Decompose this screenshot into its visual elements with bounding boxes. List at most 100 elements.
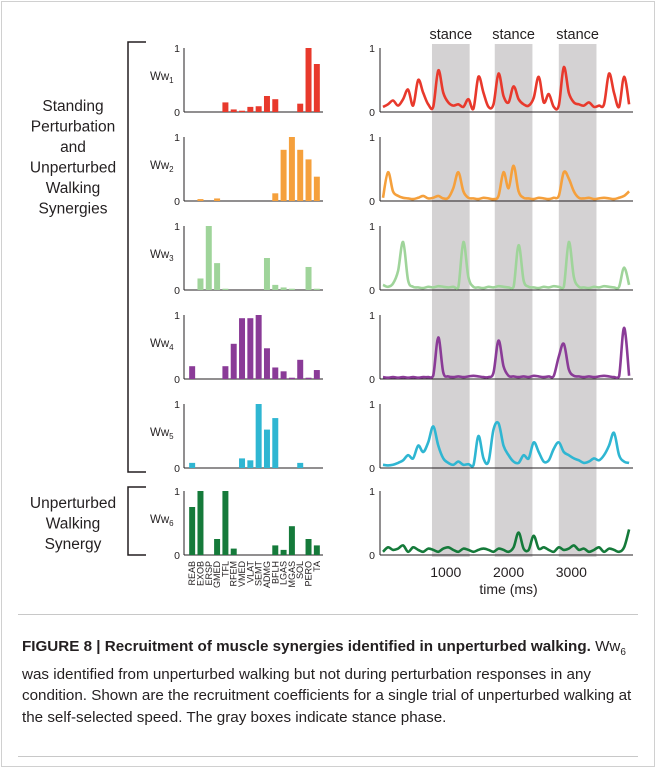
muscle-label-ta: TA: [312, 561, 322, 572]
bracket-standing: [127, 41, 146, 473]
line-panel-ww5: 10: [369, 399, 633, 475]
time-axis-label: time (ms): [479, 581, 537, 597]
muscle-label-semt: SEMT: [254, 561, 264, 587]
bracket-unperturbed: [127, 486, 146, 556]
line-ytick-1: 1: [369, 486, 375, 498]
bar-panel-ww6: 1 0 Ww6: [150, 486, 323, 562]
line-panel-ww2: 10: [369, 132, 633, 208]
bar-ww4-lgas: [280, 371, 287, 379]
bar-ww4-admg: [263, 348, 270, 379]
bar-ww6-rfem: [230, 548, 237, 555]
group-label-line: Synergies: [39, 201, 108, 218]
line-ytick-0: 0: [369, 285, 375, 297]
synergy-label-sub: 1: [169, 76, 174, 85]
muscle-label-sol: SOL: [295, 561, 305, 579]
bar-ytick-0: 0: [174, 285, 180, 297]
synergy-label: Ww2: [150, 160, 174, 174]
bar-ww1-semt: [255, 106, 262, 112]
bar-ww3-bflh: [272, 284, 279, 290]
muscle-labels: REABEXOBERSPGMEDTFLRFEMVMEDVLATSEMTADMGB…: [187, 560, 322, 588]
caption-body: was identified from unperturbed walking …: [22, 665, 632, 726]
muscle-label-ersp: ERSP: [204, 561, 214, 586]
bar-ww3-lgas: [280, 287, 287, 290]
bar-ww4-sol: [297, 359, 304, 379]
bar-ww2-pero: [305, 159, 312, 201]
line-ytick-0: 0: [369, 463, 375, 475]
bar-ww2-ta: [313, 176, 320, 201]
bar-ww3-mgas: [288, 288, 295, 290]
muscle-label-pero: PERO: [304, 561, 314, 587]
bar-ww2-mgas: [288, 137, 295, 201]
bar-ww4-semt: [255, 315, 262, 379]
synergy-label: Ww6: [150, 514, 174, 528]
muscle-label-rfem: RFEM: [229, 561, 239, 587]
line-panel-ww6: 10: [369, 486, 633, 562]
bar-ytick-0: 0: [174, 196, 180, 208]
line-ww1: [382, 65, 631, 111]
bar-ytick-0: 0: [174, 550, 180, 562]
line-ww6: [382, 529, 631, 554]
bar-ww5-bflh: [272, 418, 279, 468]
stance-box: [431, 44, 470, 557]
bar-ww6-tfl: [222, 491, 229, 555]
bar-ww4-reab: [189, 366, 196, 379]
line-ytick-0: 0: [369, 550, 375, 562]
bar-ww6-reab: [189, 507, 196, 555]
bar-ww1-tfl: [222, 102, 229, 112]
caption-title: FIGURE 8 | Recruitment of muscle synergi…: [22, 638, 591, 655]
bar-ww3-exob: [197, 278, 204, 290]
standing-group-label: Standing Perturbation and Unperturbed Walkin…: [30, 98, 116, 218]
bar-ww1-rfem: [230, 109, 237, 112]
group-label-line: Standing: [42, 98, 103, 115]
bar-ytick-0: 0: [174, 107, 180, 119]
bar-ytick-1: 1: [174, 132, 180, 144]
muscle-label-vmed: VMED: [237, 561, 247, 588]
stance-label: stance: [429, 27, 472, 43]
bar-ww3-admg: [263, 258, 270, 290]
muscle-label-reab: REAB: [187, 561, 197, 586]
caption-ww: Ww: [595, 638, 621, 655]
group-label-line: Perturbation: [31, 119, 115, 136]
bar-ytick-1: 1: [174, 43, 180, 55]
time-tick-label: 2000: [493, 564, 524, 580]
line-ytick-1: 1: [369, 221, 375, 233]
synergy-label-sub: 6: [169, 519, 174, 528]
group-label-line: Walking: [46, 180, 101, 197]
bar-ytick-1: 1: [174, 221, 180, 233]
muscle-label-bflh: BFLH: [270, 561, 280, 584]
bottom-divider: [18, 756, 638, 757]
bar-ww5-vmed: [239, 458, 246, 468]
bar-ytick-1: 1: [174, 486, 180, 498]
muscle-label-tfl: TFL: [220, 561, 230, 577]
bar-ww1-ta: [313, 64, 320, 112]
muscle-label-mgas: MGAS: [287, 561, 297, 588]
muscle-label-vlat: VLAT: [245, 561, 255, 583]
bar-ww1-sol: [297, 103, 304, 112]
line-ytick-1: 1: [369, 399, 375, 411]
bar-ww1-admg: [263, 96, 270, 112]
group-label-line: Unperturbed: [30, 160, 116, 177]
line-ytick-0: 0: [369, 107, 375, 119]
line-panel-ww3: 10: [369, 221, 633, 297]
bar-ww3-pero: [305, 266, 312, 290]
bar-panel-ww2: 1 0 Ww2: [150, 132, 323, 208]
line-ytick-0: 0: [369, 196, 375, 208]
group-label-line: and: [60, 139, 86, 156]
bar-ww2-sol: [297, 149, 304, 201]
bar-ww5-semt: [255, 404, 262, 468]
bar-ww6-gmed: [214, 539, 221, 555]
muscle-label-gmed: GMED: [212, 560, 222, 588]
caption-divider: [18, 614, 638, 615]
bar-ww6-lgas: [280, 549, 287, 555]
bar-ww2-exob: [197, 199, 204, 201]
bar-ww6-exob: [197, 491, 204, 555]
stance-label: stance: [556, 27, 599, 43]
bar-ww6-ta: [313, 545, 320, 555]
bar-ww4-tfl: [222, 366, 229, 379]
group-label-line: Walking: [46, 516, 101, 533]
time-tick-label: 3000: [556, 564, 587, 580]
stance-label: stance: [492, 27, 535, 43]
bar-ww4-mgas: [288, 377, 295, 379]
synergy-label: Ww4: [150, 338, 174, 352]
